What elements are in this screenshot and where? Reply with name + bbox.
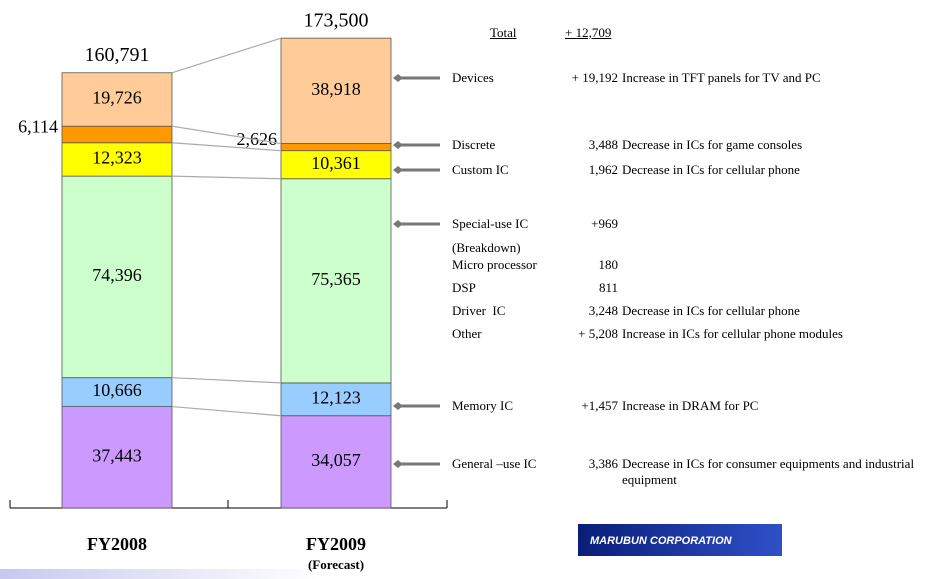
series-change: + 19,192 xyxy=(571,70,618,85)
bar-segment xyxy=(280,382,392,417)
series-note: Decrease in ICs for consumer equipments … xyxy=(622,456,915,487)
total-change: + 12,709 xyxy=(565,25,612,40)
segment-label: 6,114 xyxy=(18,117,58,137)
series-name: Discrete xyxy=(452,137,496,152)
series-name: Devices xyxy=(452,70,494,85)
bar-segment xyxy=(61,175,173,379)
connector xyxy=(171,405,282,417)
connector xyxy=(171,37,282,74)
category-note: (Forecast) xyxy=(308,557,364,572)
bar-segment xyxy=(61,406,173,509)
breakdown-label: Other xyxy=(452,326,482,341)
breakdown-change: + 5,208 xyxy=(578,326,618,341)
series-name: General –use IC xyxy=(452,456,537,471)
segment-label: 10,361 xyxy=(311,153,361,173)
bar-segment xyxy=(61,142,173,177)
series-change: 3,488 xyxy=(588,137,618,152)
bar-segment xyxy=(280,143,392,152)
bar-segment xyxy=(280,37,392,144)
breakdown-label: Driver IC xyxy=(452,303,506,318)
breakdown-label: DSP xyxy=(452,280,476,295)
breakdown-note: Increase in ICs for cellular phone modul… xyxy=(622,326,843,341)
series-note: Decrease in ICs for cellular phone xyxy=(622,162,800,177)
segment-label: 12,123 xyxy=(311,387,361,407)
segment-label: 19,726 xyxy=(92,88,142,108)
breakdown-change: 811 xyxy=(598,280,618,295)
category-label: FY2009 xyxy=(306,534,366,554)
bar-segment xyxy=(280,415,392,509)
logo: MARUBUN CORPORATION xyxy=(590,535,733,547)
footer-band xyxy=(0,569,320,579)
bar-segment xyxy=(61,72,173,127)
series-note: Increase in TFT panels for TV and PC xyxy=(622,70,821,85)
series-change: +969 xyxy=(591,216,618,231)
breakdown-change: 3,248 xyxy=(588,303,618,318)
segment-label: 75,365 xyxy=(311,269,361,289)
segment-label: 12,323 xyxy=(92,148,142,168)
series-change: +1,457 xyxy=(581,398,618,413)
series-change: 3,386 xyxy=(588,456,618,471)
category-label: FY2008 xyxy=(87,534,147,554)
segment-label: 10,666 xyxy=(92,380,142,400)
bar-segment xyxy=(280,178,392,384)
bar-segment xyxy=(61,125,173,144)
connector xyxy=(171,142,282,152)
series-name: Custom IC xyxy=(452,162,509,177)
total-label: 160,791 xyxy=(85,44,150,66)
connector xyxy=(171,125,282,145)
bar-segment xyxy=(280,150,392,180)
breakdown-title: (Breakdown) xyxy=(452,240,521,255)
segment-label: 38,918 xyxy=(311,79,361,99)
total-label: 173,500 xyxy=(304,10,369,32)
total-label-text: Total xyxy=(490,25,517,40)
breakdown-label: Micro processor xyxy=(452,257,537,272)
series-note: Increase in DRAM for PC xyxy=(622,398,759,413)
breakdown-note: Decrease in ICs for cellular phone xyxy=(622,303,800,318)
segment-label: 37,443 xyxy=(92,445,142,465)
bar-segment xyxy=(61,377,173,407)
series-change: 1,962 xyxy=(588,162,618,177)
series-name: Special-use IC xyxy=(452,216,529,231)
segment-label: 74,396 xyxy=(92,265,142,285)
connector xyxy=(171,377,282,384)
logo-box xyxy=(578,524,782,556)
connector xyxy=(171,175,282,180)
segment-label: 34,057 xyxy=(311,450,361,470)
series-name: Memory IC xyxy=(452,398,514,413)
series-note: Decrease in ICs for game consoles xyxy=(622,137,803,152)
breakdown-change: 180 xyxy=(598,257,619,272)
